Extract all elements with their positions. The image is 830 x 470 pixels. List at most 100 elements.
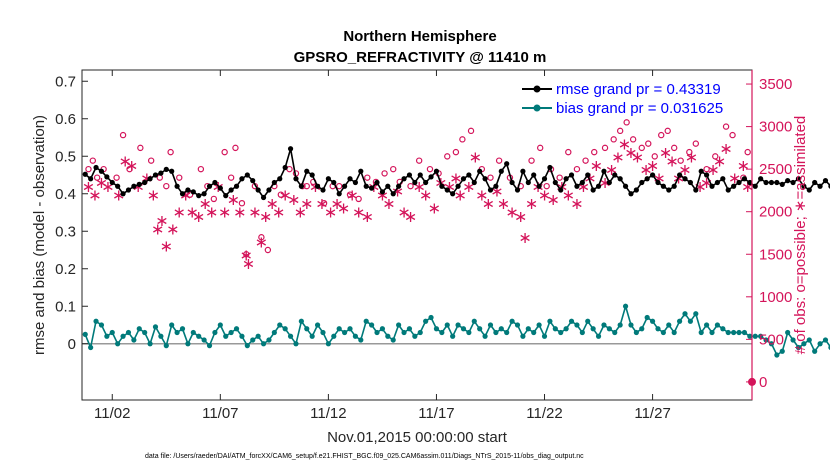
bias-point: [363, 318, 369, 324]
rmse-point: [806, 187, 812, 193]
rmse-point: [568, 172, 575, 178]
bias-point: [460, 326, 467, 332]
rmse-point: [660, 183, 666, 189]
bias-point: [763, 337, 769, 343]
obs-assimilated-marker: ∗: [186, 205, 199, 222]
bias-point: [423, 318, 429, 324]
rmse-point: [82, 171, 88, 177]
x-axis-label: Nov.01,2015 00:00:00 start: [327, 429, 508, 446]
y-right-tick-label: 3000: [759, 119, 792, 136]
obs-assimilated-marker: ∗: [345, 188, 358, 205]
bias-point: [142, 329, 148, 336]
rmse-point: [347, 176, 353, 182]
rmse-point: [471, 179, 477, 186]
obs-assimilated-marker: ∗: [665, 154, 678, 171]
bias-point: [558, 329, 564, 336]
rmse-point: [704, 172, 710, 178]
obs-assimilated-marker: ∗: [624, 145, 637, 162]
chart-title: Northern Hemisphere: [343, 28, 496, 45]
bias-point: [341, 329, 348, 336]
bias-point: [698, 329, 704, 336]
rmse-point: [412, 179, 418, 186]
bias-point: [444, 322, 450, 328]
bias-point: [120, 333, 126, 339]
bias-point: [666, 322, 672, 328]
rmse-point: [639, 179, 645, 186]
x-tick-label: 11/17: [418, 405, 454, 422]
bias-point: [98, 322, 105, 328]
obs-assimilated-marker: ∗: [538, 188, 551, 205]
rmse-point: [233, 183, 240, 189]
obs-assimilated-marker: ∗: [125, 158, 138, 175]
obs-possible-marker: [407, 182, 414, 190]
obs-assimilated-marker: ∗: [514, 209, 527, 226]
rmse-point: [514, 187, 521, 193]
bias-point: [147, 341, 153, 347]
obs-assimilated-marker: ∗: [391, 183, 404, 200]
rmse-point: [304, 168, 310, 174]
obs-possible-marker: [264, 246, 272, 254]
rmse-point: [558, 187, 564, 193]
rmse-point: [217, 185, 223, 191]
bias-point: [639, 326, 645, 332]
bias-point: [612, 329, 618, 336]
obs-assimilated-marker: ∗: [119, 154, 132, 171]
rmse-point: [612, 172, 618, 178]
rmse-point: [536, 183, 542, 189]
bias-point: [660, 329, 666, 336]
x-tick-label: 11/02: [94, 405, 130, 422]
obs-possible-marker: [277, 191, 285, 198]
data-file-footnote: data file: /Users/raeder/DAI/ATM_forcXX/…: [145, 453, 584, 460]
obs-assimilated-marker: ∗: [646, 158, 659, 175]
rmse-point: [423, 179, 429, 186]
obs-assimilated-marker: ∗: [397, 205, 410, 222]
bias-point: [693, 311, 699, 317]
x-tick-label: 11/07: [202, 405, 238, 422]
rmse-point: [385, 183, 391, 189]
rmse-point: [590, 187, 596, 193]
obs-possible-marker: [651, 153, 658, 160]
bias-point: [179, 326, 186, 332]
rmse-point: [298, 183, 304, 189]
rmse-point: [390, 191, 396, 197]
rmse-point: [720, 176, 726, 182]
bias-point: [369, 322, 375, 328]
obs-possible-marker: [692, 140, 700, 147]
bias-point: [196, 333, 202, 339]
obs-possible-marker: [444, 153, 451, 160]
bias-point: [482, 333, 488, 339]
bias-point: [212, 329, 218, 336]
bias-point: [314, 322, 321, 328]
rmse-point: [125, 187, 132, 193]
bias-point: [287, 333, 294, 339]
obs-assimilated-marker: ∗: [173, 205, 186, 222]
bias-point: [309, 333, 315, 339]
bias-point: [574, 322, 580, 328]
bias-point: [801, 341, 807, 347]
rmse-point: [369, 185, 375, 191]
obs-assimilated-marker: ∗: [218, 205, 231, 222]
legend-bias-label: bias grand pr = 0.031625: [556, 100, 723, 117]
obs-assimilated-marker: ∗: [590, 158, 603, 175]
obs-possible-marker: [93, 174, 101, 181]
obs-assimilated-marker: ∗: [713, 154, 726, 171]
bias-point: [82, 331, 88, 337]
obs-assimilated-marker: ∗: [482, 196, 495, 213]
chart-subtitle: GPSRO_REFRACTIVITY @ 11410 m: [294, 49, 547, 66]
obs-possible-marker: [85, 165, 92, 173]
bias-point: [104, 333, 110, 339]
bias-point: [352, 333, 359, 339]
rmse-point: [758, 176, 764, 182]
rmse-point: [439, 183, 445, 189]
obs-assimilated-marker: ∗: [278, 188, 291, 205]
obs-assimilated-marker: ∗: [631, 149, 644, 166]
rmse-point: [547, 164, 553, 171]
bias-point: [644, 314, 650, 321]
obs-assimilated-marker: ∗: [737, 158, 750, 175]
obs-assimilated-marker: ∗: [242, 256, 255, 273]
obs-possible-marker: [664, 127, 671, 135]
rmse-point: [309, 172, 315, 178]
bias-point: [293, 341, 299, 347]
bias-point: [595, 333, 602, 339]
rmse-point: [541, 176, 548, 182]
